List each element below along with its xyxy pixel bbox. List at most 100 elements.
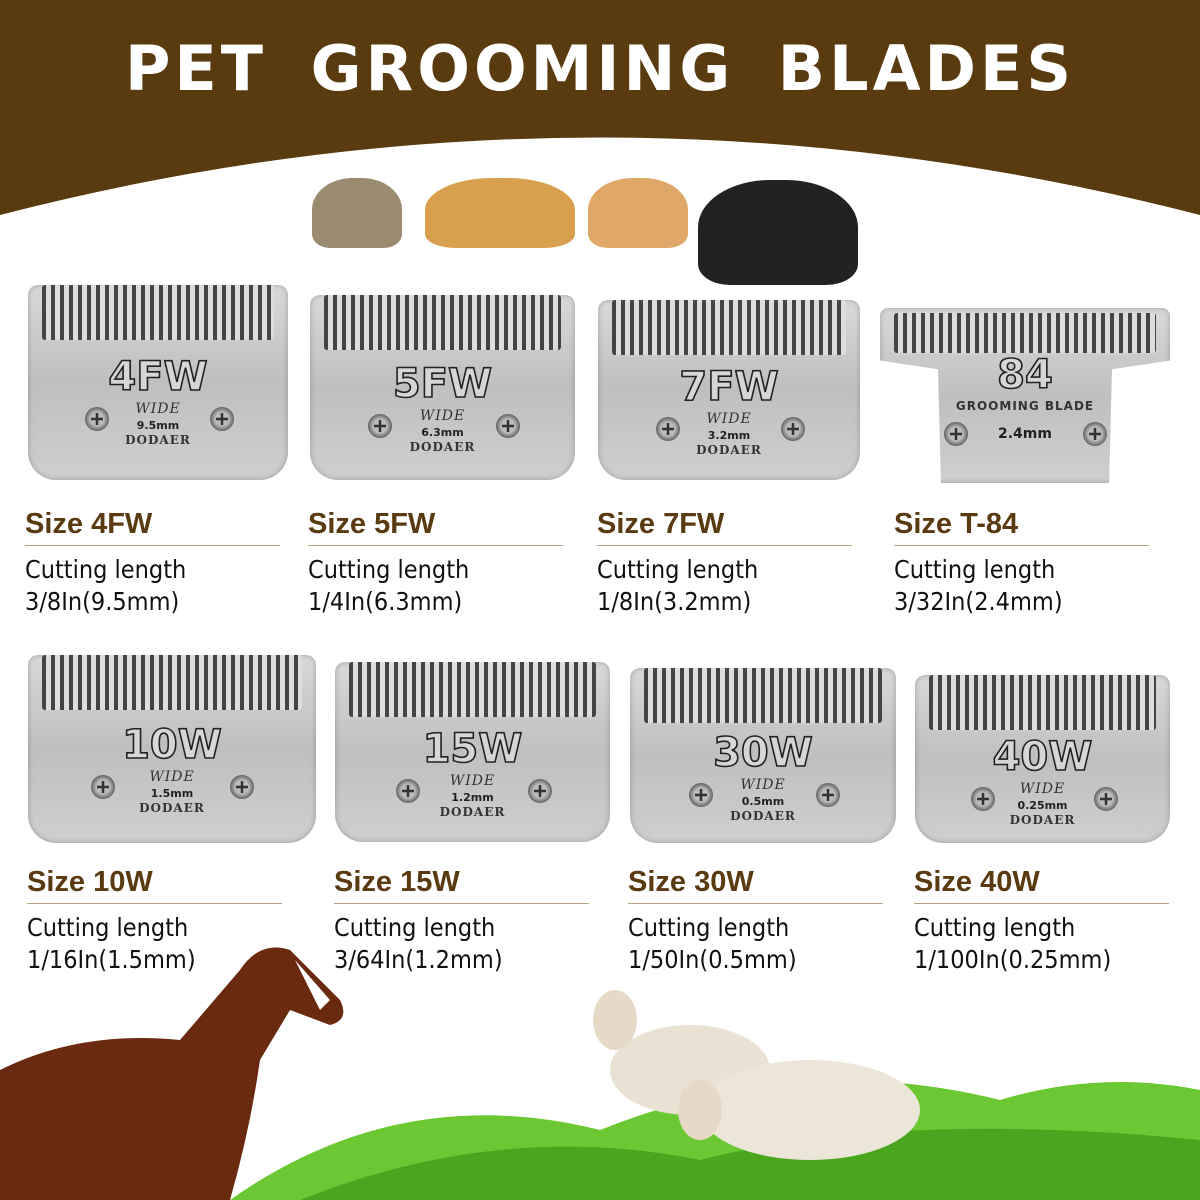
screw-icon bbox=[496, 414, 520, 438]
black-white-dog-image bbox=[698, 180, 858, 285]
horse-image bbox=[0, 947, 344, 1200]
blade-brand: DODAER bbox=[139, 801, 205, 815]
blade-10w: 10W WIDE 1.5mm DODAER bbox=[28, 655, 316, 843]
blade-brand: DODAER bbox=[409, 440, 476, 454]
cutting-length-value: 3/8In(9.5mm) bbox=[25, 587, 180, 616]
screw-icon bbox=[91, 775, 115, 799]
blade-7fw: 7FW WIDE 3.2mm DODAER bbox=[598, 300, 860, 480]
blade-teeth bbox=[349, 662, 596, 717]
blade-stamp: 30W bbox=[712, 730, 813, 776]
blade-teeth bbox=[612, 300, 846, 355]
size-label: Size T-84 bbox=[894, 507, 1149, 546]
cutting-length-value: 3/32In(2.4mm) bbox=[894, 587, 1063, 616]
cutting-length-label: Cutting length bbox=[308, 555, 470, 584]
screw-icon bbox=[210, 407, 234, 431]
blade-spec: Size 10W Cutting length 1/16In(1.5mm) bbox=[27, 865, 282, 976]
blade-brand: DODAER bbox=[1009, 813, 1076, 827]
blade-wide-label: WIDE bbox=[740, 777, 786, 793]
cutting-length-label: Cutting length bbox=[914, 913, 1076, 942]
blade-4fw: 4FW WIDE 9.5mm DODAER bbox=[28, 285, 288, 480]
screw-icon bbox=[1083, 422, 1107, 446]
blade-mm-label: 6.3mm bbox=[421, 426, 464, 439]
screw-icon bbox=[230, 775, 254, 799]
blade-mm-label: 2.4mm bbox=[998, 426, 1052, 442]
blade-30w: 30W WIDE 0.5mm DODAER bbox=[630, 668, 896, 843]
cat-image bbox=[312, 178, 402, 248]
cutting-length-value: 1/4In(6.3mm) bbox=[308, 587, 463, 616]
size-label: Size 4FW bbox=[25, 507, 280, 546]
cutting-length-label: Cutting length bbox=[894, 555, 1056, 584]
blade-stamp: 84 bbox=[996, 352, 1053, 398]
size-label: Size 30W bbox=[628, 865, 883, 904]
grass bbox=[230, 1080, 1200, 1200]
blade-mm-label: 9.5mm bbox=[136, 419, 180, 432]
blade-spec: Size 7FW Cutting length 1/8In(3.2mm) bbox=[597, 507, 852, 618]
size-label: Size 5FW bbox=[308, 507, 563, 546]
cutting-length-value: 1/100In(0.25mm) bbox=[914, 945, 1112, 974]
blade-teeth bbox=[929, 675, 1156, 730]
blade-stamp: 4FW bbox=[108, 354, 209, 400]
blade-teeth bbox=[42, 285, 274, 340]
golden-retriever-image bbox=[425, 178, 575, 248]
cutting-length-label: Cutting length bbox=[27, 913, 189, 942]
screw-icon bbox=[396, 779, 420, 803]
blade-wide-label: WIDE bbox=[706, 411, 752, 427]
blade-brand: DODAER bbox=[125, 433, 191, 447]
screw-icon bbox=[816, 783, 840, 807]
blade-teeth bbox=[42, 655, 302, 710]
screw-icon bbox=[971, 787, 995, 811]
blade-spec: Size 4FW Cutting length 3/8In(9.5mm) bbox=[25, 507, 280, 618]
cutting-length-value: 1/16In(1.5mm) bbox=[27, 945, 196, 974]
header-banner: PET GROOMING BLADES bbox=[0, 0, 1200, 230]
cutting-length-label: Cutting length bbox=[628, 913, 790, 942]
sheep-image bbox=[593, 990, 920, 1160]
cutting-length-label: Cutting length bbox=[334, 913, 496, 942]
size-label: Size 10W bbox=[27, 865, 282, 904]
cutting-length-label: Cutting length bbox=[597, 555, 759, 584]
blade-spec: Size 5FW Cutting length 1/4In(6.3mm) bbox=[308, 507, 563, 618]
blade-15w: 15W WIDE 1.2mm DODAER bbox=[335, 662, 610, 842]
screw-icon bbox=[85, 407, 109, 431]
blade-wide-label: WIDE bbox=[149, 769, 195, 785]
cutting-length-value: 3/64In(1.2mm) bbox=[334, 945, 503, 974]
screw-icon bbox=[781, 417, 805, 441]
screw-icon bbox=[656, 417, 680, 441]
blade-stamp: 40W bbox=[992, 734, 1093, 780]
blade-spec: Size 30W Cutting length 1/50In(0.5mm) bbox=[628, 865, 883, 976]
blade-stamp: 10W bbox=[121, 722, 222, 768]
blade-84: 84 GROOMING BLADE 2.4mm bbox=[880, 308, 1170, 483]
blade-mm-label: 1.5mm bbox=[150, 787, 194, 800]
screw-icon bbox=[528, 779, 552, 803]
blade-40w: 40W WIDE 0.25mm DODAER bbox=[915, 675, 1170, 843]
page-title: PET GROOMING BLADES bbox=[124, 32, 1076, 105]
blade-wide-label: WIDE bbox=[135, 401, 181, 417]
blade-stamp: 5FW bbox=[392, 361, 493, 407]
blade-wide-label: WIDE bbox=[419, 408, 466, 424]
blade-mm-label: 0.25mm bbox=[1017, 799, 1068, 812]
screw-icon bbox=[689, 783, 713, 807]
blade-spec: Size 40W Cutting length 1/100In(0.25mm) bbox=[914, 865, 1169, 976]
size-label: Size 7FW bbox=[597, 507, 852, 546]
size-label: Size 40W bbox=[914, 865, 1169, 904]
blade-5fw: 5FW WIDE 6.3mm DODAER bbox=[310, 295, 575, 480]
blade-brand: DODAER bbox=[439, 805, 506, 819]
blade-teeth bbox=[324, 295, 561, 350]
blade-teeth bbox=[894, 313, 1156, 353]
screw-icon bbox=[1094, 787, 1118, 811]
blade-mm-label: 3.2mm bbox=[707, 429, 751, 442]
size-label: Size 15W bbox=[334, 865, 589, 904]
cutting-length-value: 1/8In(3.2mm) bbox=[597, 587, 752, 616]
blade-wide-label: WIDE bbox=[449, 773, 496, 789]
screw-icon bbox=[944, 422, 968, 446]
blade-brand: DODAER bbox=[730, 809, 796, 823]
blade-brand: DODAER bbox=[696, 443, 762, 457]
blade-wide-label: WIDE bbox=[1019, 781, 1066, 797]
blade-spec: Size 15W Cutting length 3/64In(1.2mm) bbox=[334, 865, 589, 976]
blade-mm-label: 0.5mm bbox=[741, 795, 785, 808]
blade-spec: Size T-84 Cutting length 3/32In(2.4mm) bbox=[894, 507, 1149, 618]
blade-mm-label: 1.2mm bbox=[451, 791, 494, 804]
cat-image bbox=[588, 178, 688, 248]
blade-stamp: 7FW bbox=[679, 364, 780, 410]
blade-stamp: 15W bbox=[422, 726, 523, 772]
screw-icon bbox=[368, 414, 392, 438]
